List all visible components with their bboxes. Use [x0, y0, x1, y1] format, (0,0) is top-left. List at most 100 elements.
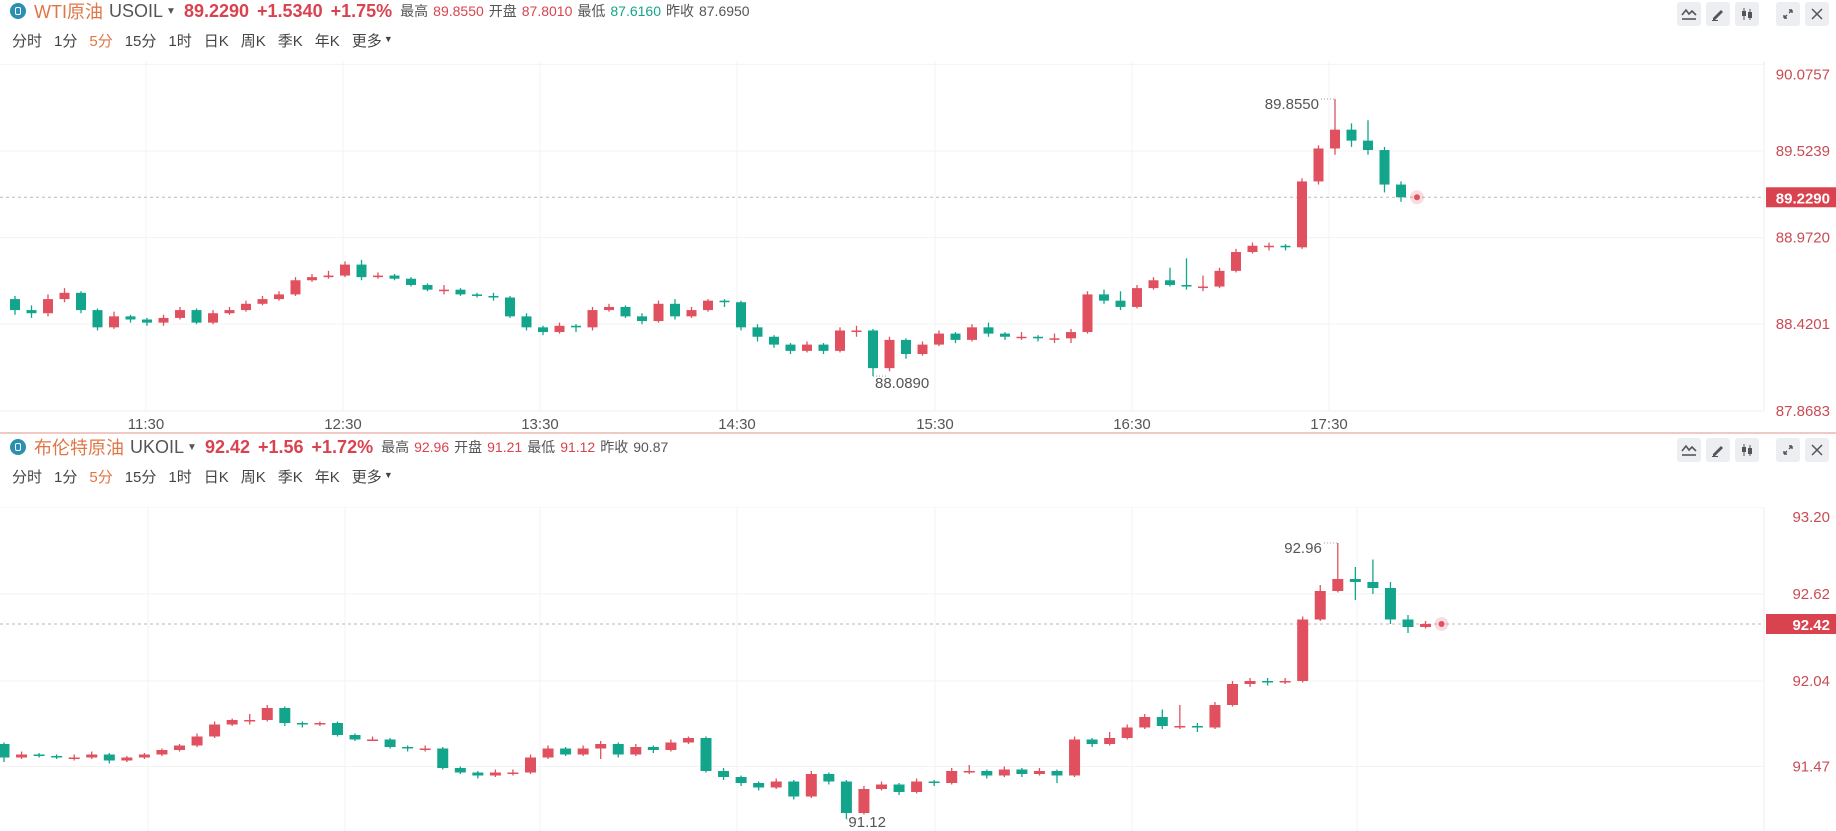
candle[interactable]	[356, 259, 367, 281]
candle[interactable]	[367, 736, 379, 742]
candle[interactable]	[835, 327, 845, 353]
candle[interactable]	[307, 273, 317, 282]
candle[interactable]	[1379, 146, 1390, 193]
tab-interval[interactable]: 15分	[124, 469, 157, 486]
tab-interval[interactable]: 更多	[351, 33, 382, 50]
candle[interactable]	[1349, 567, 1361, 600]
candle[interactable]	[560, 747, 572, 756]
candle[interactable]	[1165, 267, 1175, 287]
candle[interactable]	[244, 714, 256, 725]
candle[interactable]	[1402, 615, 1414, 633]
candle[interactable]	[718, 768, 730, 780]
candle[interactable]	[785, 343, 796, 355]
candle[interactable]	[349, 733, 361, 742]
tab-interval[interactable]: 日K	[203, 33, 229, 50]
candle[interactable]	[224, 306, 235, 315]
candle[interactable]	[43, 294, 53, 317]
candle[interactable]	[156, 748, 168, 757]
candle[interactable]	[858, 786, 870, 815]
tab-interval[interactable]: 周K	[240, 469, 266, 486]
tab-interval[interactable]: 分时	[12, 33, 43, 50]
candle[interactable]	[637, 313, 647, 325]
candle[interactable]	[571, 324, 581, 333]
candle[interactable]	[1139, 714, 1151, 729]
candle[interactable]	[1132, 284, 1142, 309]
candle[interactable]	[109, 311, 119, 329]
indicator-button[interactable]	[1677, 2, 1701, 26]
tab-interval[interactable]: 日K	[203, 469, 229, 486]
candle[interactable]	[1330, 99, 1340, 155]
candle[interactable]	[525, 754, 536, 775]
candle[interactable]	[595, 741, 607, 759]
candle[interactable]	[10, 295, 20, 315]
candle[interactable]	[752, 324, 763, 342]
candle[interactable]	[419, 745, 431, 752]
tab-interval[interactable]: 1时	[168, 33, 192, 50]
candle[interactable]	[983, 322, 994, 337]
tab-interval[interactable]: 15分	[124, 33, 157, 50]
candle[interactable]	[604, 303, 614, 312]
candle[interactable]	[1314, 585, 1326, 621]
candle[interactable]	[296, 721, 308, 728]
candle[interactable]	[653, 300, 664, 323]
candle[interactable]	[226, 718, 238, 727]
candle[interactable]	[472, 292, 482, 298]
candle[interactable]	[103, 753, 115, 764]
candle[interactable]	[1156, 709, 1168, 730]
candle[interactable]	[1104, 732, 1116, 746]
candle[interactable]	[191, 733, 203, 748]
candle[interactable]	[373, 272, 383, 279]
instrument-name[interactable]: WTI原油	[34, 2, 103, 22]
candle[interactable]	[340, 261, 350, 278]
candle[interactable]	[682, 736, 694, 745]
tab-interval[interactable]: 周K	[240, 33, 266, 50]
candle[interactable]	[521, 313, 532, 331]
candle[interactable]	[279, 706, 291, 727]
candle[interactable]	[26, 305, 37, 318]
candle[interactable]	[1297, 616, 1309, 683]
symbol-selector[interactable]: USOIL	[109, 0, 164, 21]
close-button[interactable]	[1805, 438, 1829, 462]
candle[interactable]	[1420, 621, 1432, 629]
candle[interactable]	[121, 756, 133, 762]
candle[interactable]	[274, 291, 284, 301]
candle[interactable]	[257, 295, 268, 306]
candle[interactable]	[1016, 768, 1028, 777]
candle[interactable]	[208, 310, 218, 325]
candle[interactable]	[1049, 333, 1060, 344]
candle[interactable]	[138, 753, 150, 759]
candle[interactable]	[1231, 248, 1241, 273]
candle[interactable]	[0, 742, 10, 763]
candle[interactable]	[1297, 178, 1307, 249]
candle[interactable]	[92, 308, 103, 331]
candle[interactable]	[1115, 291, 1126, 311]
chevron-down-icon[interactable]: ▼	[383, 34, 393, 44]
candle[interactable]	[175, 306, 185, 320]
draw-button[interactable]	[1706, 2, 1730, 26]
candle[interactable]	[686, 306, 697, 318]
candle[interactable]	[290, 277, 301, 296]
candle[interactable]	[1016, 332, 1027, 340]
candle[interactable]	[1214, 267, 1225, 289]
candle[interactable]	[769, 335, 779, 348]
candle[interactable]	[437, 747, 449, 770]
symbol-selector[interactable]: UKOIL	[130, 436, 185, 457]
tab-interval[interactable]: 分时	[12, 469, 43, 486]
candle-style-button[interactable]	[1735, 438, 1759, 462]
tab-interval[interactable]: 年K	[314, 33, 340, 50]
candle[interactable]	[241, 300, 251, 312]
candle[interactable]	[950, 332, 961, 344]
chevron-down-icon[interactable]: ▼	[166, 5, 176, 17]
candle[interactable]	[59, 288, 70, 303]
candle[interactable]	[802, 341, 812, 353]
candle[interactable]	[142, 317, 152, 326]
candle[interactable]	[542, 745, 554, 760]
candle[interactable]	[1280, 244, 1291, 251]
candle[interactable]	[439, 284, 449, 295]
candle[interactable]	[68, 754, 80, 761]
candle[interactable]	[1099, 289, 1109, 304]
expand-button[interactable]	[1776, 2, 1800, 26]
candle[interactable]	[1313, 145, 1324, 185]
candle[interactable]	[538, 325, 548, 336]
candle[interactable]	[505, 295, 515, 318]
